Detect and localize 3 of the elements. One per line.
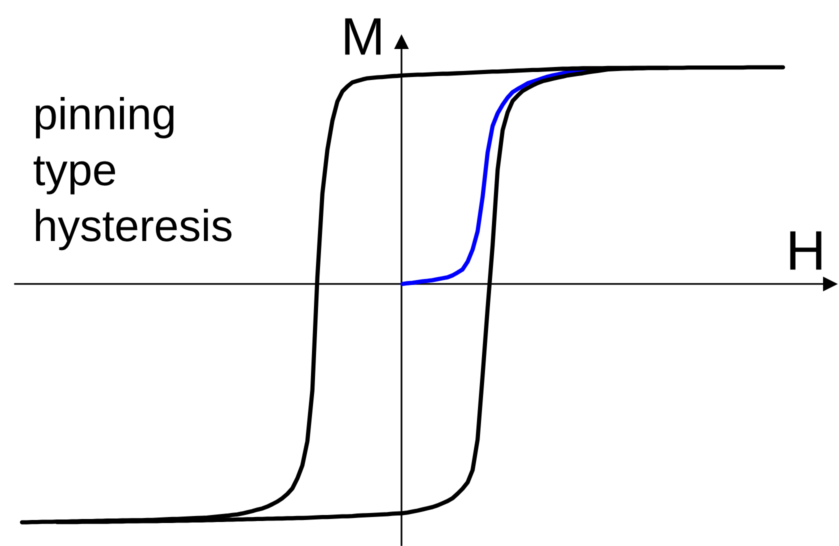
annotation: pinning type hysteresis: [34, 97, 232, 250]
y-axis-title: M: [345, 18, 381, 55]
x-axis-title: H: [790, 231, 822, 270]
